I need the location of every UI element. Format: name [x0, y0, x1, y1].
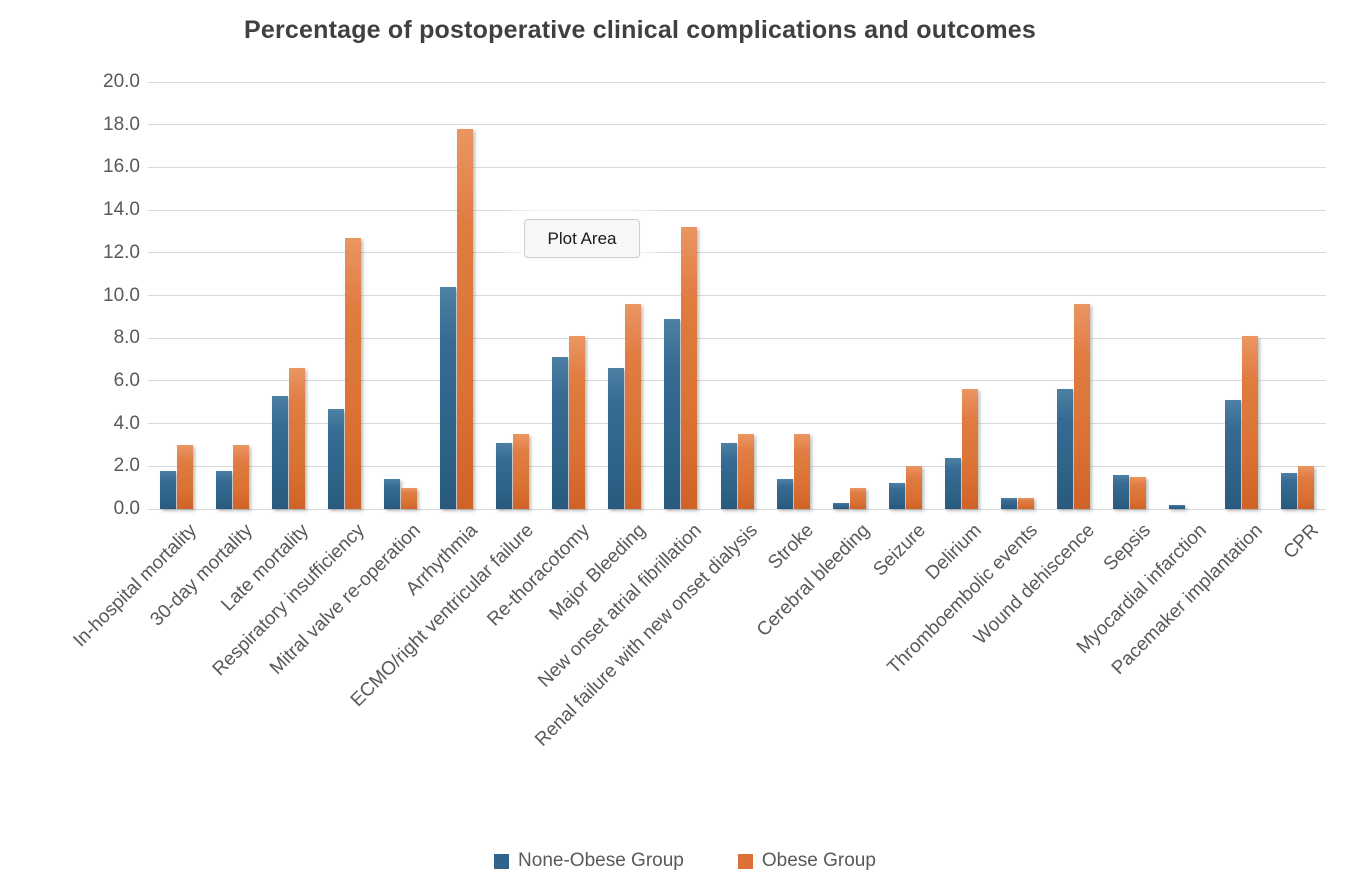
bar-obese[interactable] [1242, 336, 1259, 509]
y-axis-tick-label: 8.0 [113, 327, 140, 349]
bar-none-obese[interactable] [496, 442, 513, 509]
gridline [148, 166, 1326, 168]
gridline [148, 337, 1326, 339]
gridline [148, 252, 1326, 254]
legend-item-none-obese-group[interactable]: None-Obese Group [494, 850, 684, 872]
y-axis-tick-label: 12.0 [103, 241, 140, 263]
bar-obese[interactable] [288, 368, 305, 509]
bar-none-obese[interactable] [159, 470, 176, 509]
y-axis-tick-label: 14.0 [103, 199, 140, 221]
bar-obese[interactable] [905, 466, 922, 509]
legend-item-obese-group[interactable]: Obese Group [737, 850, 876, 872]
y-axis-tick-label: 18.0 [103, 113, 140, 135]
gridline [148, 465, 1326, 467]
bar-obese[interactable] [737, 434, 754, 509]
bar-obese[interactable] [569, 336, 586, 509]
y-axis-tick-label: 6.0 [113, 369, 140, 391]
bar-none-obese[interactable] [720, 442, 737, 509]
bar-none-obese[interactable] [383, 479, 400, 509]
bar-obese[interactable] [681, 227, 698, 509]
legend-swatch-none-obese-icon [494, 853, 510, 869]
bar-none-obese[interactable] [1225, 400, 1242, 509]
bar-obese[interactable] [176, 444, 193, 509]
legend-label-none-obese: None-Obese Group [518, 850, 684, 871]
plot-area-tooltip: Plot Area [524, 219, 640, 258]
bar-none-obese[interactable] [1057, 389, 1074, 509]
gridline [148, 423, 1326, 425]
bar-obese[interactable] [344, 237, 361, 509]
bar-none-obese[interactable] [1000, 498, 1017, 509]
y-axis-tick-label: 10.0 [103, 284, 140, 306]
bar-obese[interactable] [232, 444, 249, 509]
legend-label-obese: Obese Group [761, 850, 876, 871]
bar-none-obese[interactable] [215, 470, 232, 509]
bar-none-obese[interactable] [271, 395, 288, 509]
legend-swatch-obese-icon [737, 853, 753, 869]
x-axis-line [148, 508, 1326, 510]
gridline [148, 380, 1326, 382]
bar-none-obese[interactable] [944, 457, 961, 509]
gridline [148, 124, 1326, 126]
bar-obese[interactable] [625, 304, 642, 509]
plot-area-tooltip-label: Plot Area [547, 228, 617, 248]
bar-none-obese[interactable] [327, 408, 344, 509]
bar-obese[interactable] [1130, 476, 1147, 509]
y-axis-tick-label: 0.0 [113, 498, 140, 519]
bar-none-obese[interactable] [664, 318, 681, 509]
bar-none-obese[interactable] [832, 502, 849, 509]
gridline [148, 209, 1326, 211]
gridline [148, 295, 1326, 296]
y-axis-tick-label: 16.0 [103, 156, 140, 178]
bar-obese[interactable] [793, 434, 810, 509]
bar-obese[interactable] [457, 128, 474, 509]
y-axis-tick-label: 4.0 [113, 412, 140, 434]
bar-obese[interactable] [513, 434, 530, 509]
bar-obese[interactable] [400, 487, 417, 509]
bar-obese[interactable] [849, 487, 866, 509]
bar-obese[interactable] [961, 389, 978, 509]
bar-none-obese[interactable] [1169, 504, 1186, 509]
bar-none-obese[interactable] [440, 286, 457, 509]
bar-none-obese[interactable] [1113, 474, 1130, 509]
y-axis-tick-label: 2.0 [113, 455, 140, 477]
bar-none-obese[interactable] [1281, 472, 1298, 509]
gridline [148, 81, 1326, 83]
bar-none-obese[interactable] [776, 479, 793, 509]
legend: None-Obese Group Obese Group [0, 850, 1370, 872]
bar-none-obese[interactable] [888, 483, 905, 509]
y-axis-tick-label: 20.0 [103, 71, 140, 92]
bar-obese[interactable] [1074, 304, 1091, 509]
bar-obese[interactable] [1017, 498, 1034, 509]
bar-obese[interactable] [1298, 466, 1315, 509]
bar-none-obese[interactable] [608, 368, 625, 509]
chart-title: Percentage of postoperative clinical com… [244, 16, 1036, 44]
bar-none-obese[interactable] [552, 357, 569, 509]
